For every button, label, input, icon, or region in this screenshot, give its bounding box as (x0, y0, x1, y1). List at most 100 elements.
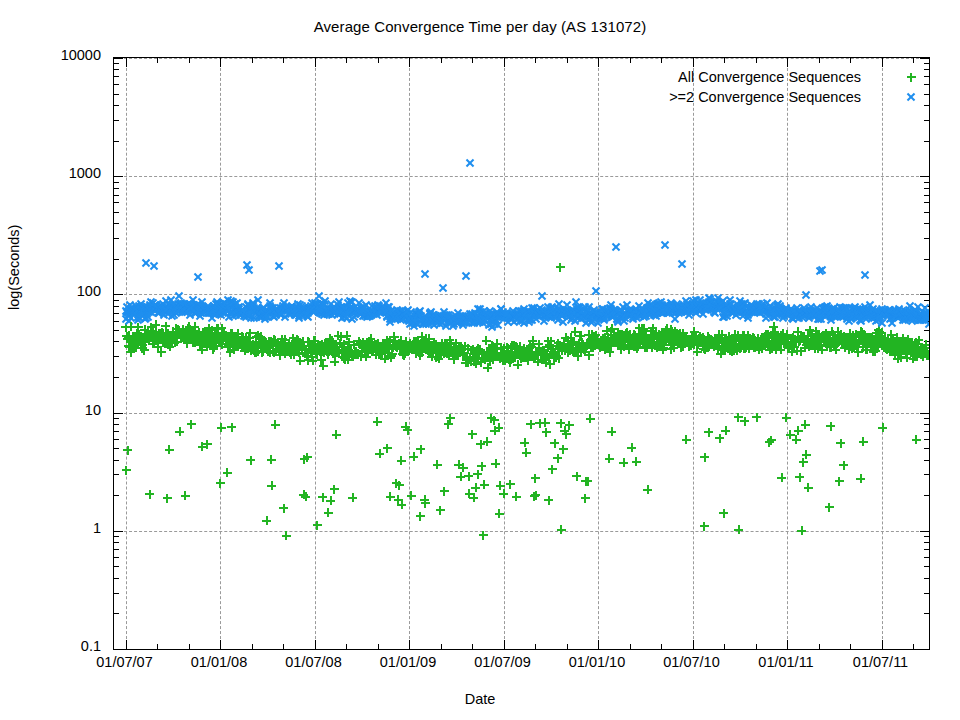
data-point-ge2-convergence (235, 311, 244, 320)
data-point-ge2-convergence (849, 304, 858, 313)
data-point-ge2-convergence (814, 314, 823, 323)
data-point-ge2-convergence (540, 310, 549, 319)
data-point-all-convergence (489, 355, 498, 364)
data-point-ge2-convergence (525, 317, 534, 326)
data-point-ge2-convergence (463, 314, 472, 323)
data-point-all-convergence (590, 332, 599, 341)
data-point-all-convergence (599, 339, 608, 348)
data-point-all-convergence (253, 347, 262, 356)
data-point-ge2-convergence (266, 299, 275, 308)
data-point-ge2-convergence (890, 312, 899, 321)
data-point-all-convergence (125, 343, 134, 352)
data-point-all-convergence (211, 330, 220, 339)
data-point-all-convergence (687, 331, 696, 340)
data-point-all-convergence (372, 340, 381, 349)
data-point-ge2-convergence (146, 307, 155, 316)
data-point-ge2-convergence (572, 297, 581, 306)
data-point-all-convergence (201, 338, 210, 347)
data-point-ge2-convergence (847, 314, 856, 323)
data-point-all-convergence (683, 338, 692, 347)
data-point-all-convergence (864, 338, 873, 347)
data-point-all-convergence (743, 339, 752, 348)
data-point-all-convergence (191, 338, 200, 347)
data-point-all-convergence (206, 335, 215, 344)
data-point-all-convergence (173, 325, 182, 334)
data-point-ge2-convergence (431, 316, 440, 325)
data-point-ge2-convergence (767, 306, 776, 315)
data-point-all-convergence (312, 350, 321, 359)
data-point-ge2-convergence (259, 308, 268, 317)
data-point-ge2-convergence (812, 306, 821, 315)
data-point-ge2-convergence (370, 309, 379, 318)
data-point-ge2-convergence (450, 314, 459, 323)
data-point-ge2-convergence (649, 309, 658, 318)
data-point-ge2-convergence (292, 307, 301, 316)
data-point-all-convergence (783, 330, 792, 339)
data-point-all-convergence (397, 500, 406, 509)
data-point-all-convergence (218, 340, 227, 349)
data-point-ge2-convergence (633, 313, 642, 322)
data-point-all-convergence (570, 347, 579, 356)
data-point-all-convergence (923, 351, 929, 360)
data-point-all-convergence (476, 440, 485, 449)
data-point-ge2-convergence (150, 301, 159, 310)
data-point-ge2-convergence (344, 299, 353, 308)
data-point-all-convergence (668, 332, 677, 341)
data-point-ge2-convergence (327, 307, 336, 316)
data-point-all-convergence (514, 347, 523, 356)
data-point-ge2-convergence (514, 310, 523, 319)
data-point-all-convergence (157, 348, 166, 357)
data-point-all-convergence (448, 346, 457, 355)
data-point-all-convergence (798, 332, 807, 341)
data-point-ge2-convergence (569, 308, 578, 317)
data-point-ge2-convergence (209, 305, 218, 314)
data-point-all-convergence (881, 343, 890, 352)
data-point-ge2-convergence (884, 307, 893, 316)
data-point-ge2-convergence (390, 315, 399, 324)
data-point-ge2-convergence (475, 314, 484, 323)
data-point-all-convergence (376, 349, 385, 358)
data-point-all-convergence (541, 418, 550, 427)
data-point-ge2-convergence (699, 309, 708, 318)
data-point-all-convergence (833, 327, 842, 336)
data-point-ge2-convergence (841, 306, 850, 315)
data-point-ge2-convergence (243, 261, 252, 270)
data-point-all-convergence (133, 329, 142, 338)
data-point-ge2-convergence (453, 315, 462, 324)
data-point-all-convergence (341, 355, 350, 364)
data-point-ge2-convergence (410, 314, 419, 323)
data-point-all-convergence (911, 338, 920, 347)
data-point-all-convergence (411, 337, 420, 346)
data-point-all-convergence (219, 329, 228, 338)
data-point-all-convergence (471, 483, 480, 492)
data-point-ge2-convergence (879, 308, 888, 317)
data-point-all-convergence (646, 336, 655, 345)
data-point-all-convergence (666, 345, 675, 354)
data-point-ge2-convergence (807, 307, 816, 316)
data-point-ge2-convergence (235, 304, 244, 313)
legend-marker-plus-icon (905, 71, 917, 83)
data-point-all-convergence (689, 339, 698, 348)
data-point-ge2-convergence (845, 308, 854, 317)
data-point-all-convergence (908, 350, 917, 359)
data-point-all-convergence (613, 333, 622, 342)
data-point-all-convergence (861, 345, 870, 354)
data-point-all-convergence (557, 525, 566, 534)
data-point-ge2-convergence (307, 302, 316, 311)
data-point-all-convergence (242, 344, 251, 353)
data-point-all-convergence (706, 336, 715, 345)
data-point-all-convergence (902, 337, 911, 346)
data-point-all-convergence (516, 354, 525, 363)
data-point-ge2-convergence (765, 302, 774, 311)
data-point-all-convergence (631, 331, 640, 340)
data-point-ge2-convergence (141, 315, 150, 324)
data-point-ge2-convergence (829, 304, 838, 313)
data-point-ge2-convergence (304, 304, 313, 313)
data-point-all-convergence (520, 438, 529, 447)
data-point-ge2-convergence (455, 312, 464, 321)
data-point-all-convergence (176, 330, 185, 339)
data-point-all-convergence (871, 339, 880, 348)
data-point-all-convergence (767, 344, 776, 353)
data-point-all-convergence (733, 346, 742, 355)
data-point-ge2-convergence (281, 312, 290, 321)
